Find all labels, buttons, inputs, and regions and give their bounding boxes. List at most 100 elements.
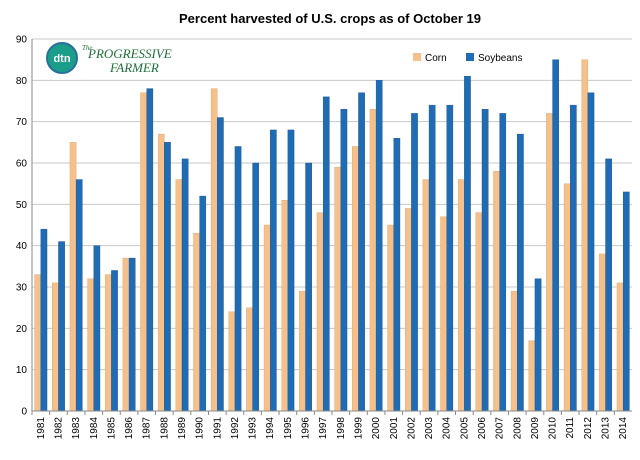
bar-soybeans-2000 [375, 80, 383, 412]
x-tick-label: 2011 [565, 417, 576, 439]
x-tick-label: 1988 [159, 417, 170, 440]
y-tick-label: 60 [16, 159, 28, 170]
x-tick-label: 1997 [318, 417, 329, 440]
legend-swatch-corn [413, 53, 421, 61]
chart-title: Percent harvested of U.S. crops as of Oc… [179, 11, 481, 26]
bar-corn-1981 [34, 274, 42, 412]
bar-soybeans-1995 [287, 129, 295, 412]
x-tick-label: 1981 [36, 417, 47, 440]
y-tick-label: 70 [16, 117, 28, 128]
bar-corn-1994 [263, 224, 271, 412]
x-tick-label: 2013 [601, 417, 612, 440]
bar-corn-1992 [228, 311, 236, 412]
x-tick-label: 1985 [106, 417, 117, 440]
bar-soybeans-1985 [111, 270, 118, 412]
bar-corn-1989 [175, 179, 183, 412]
x-tick-label: 1983 [71, 417, 82, 440]
bar-corn-2007 [493, 171, 500, 412]
x-axis-ticks: 1981 1982 1983 1984 1985 1986 1987 1988 1989 1990… [31, 411, 629, 440]
x-tick-label: 2001 [389, 417, 400, 440]
x-tick-label: 2008 [512, 417, 523, 440]
x-tick-label: 1990 [195, 417, 206, 440]
x-tick-label: 2014 [618, 417, 629, 440]
bar-soybeans-1982 [58, 241, 65, 412]
bar-soybeans-2003 [428, 104, 436, 412]
logo-dtn-circle [46, 42, 78, 74]
bar-soybeans-1990 [199, 195, 207, 412]
bar-corn-2011 [563, 183, 571, 412]
x-tick-label: 2002 [406, 417, 417, 440]
x-tick-label: 1991 [212, 417, 223, 440]
bar-corn-1991 [210, 88, 218, 412]
bar-corn-1993 [246, 307, 253, 412]
bar-corn-2014 [616, 282, 624, 412]
bar-soybeans-1991 [217, 117, 224, 412]
bar-corn-2003 [422, 179, 430, 412]
x-tick-label: 1982 [53, 417, 64, 440]
bar-corn-1986 [122, 257, 130, 412]
bar-corn-1999 [352, 146, 359, 412]
bar-corn-1987 [140, 92, 147, 412]
y-tick-label: 90 [16, 35, 28, 46]
logo-dtn-text: dtn [53, 53, 70, 65]
x-tick-label: 2012 [583, 417, 594, 440]
gridlines [32, 38, 632, 371]
bar-corn-2004 [440, 216, 447, 412]
logo-name-line1: PROGRESSIVE [87, 46, 172, 61]
x-tick-label: 1993 [248, 417, 259, 440]
bar-soybeans-2008 [517, 133, 524, 412]
bar-corn-1995 [281, 199, 289, 412]
bar-soybeans-1992 [234, 146, 242, 412]
x-tick-label: 1989 [177, 417, 188, 440]
bar-corn-1983 [69, 142, 77, 412]
bar-soybeans-2014 [622, 191, 630, 412]
bar-corn-1988 [157, 133, 165, 412]
x-tick-label: 1999 [353, 417, 364, 440]
x-tick-label: 2006 [477, 417, 488, 440]
x-tick-label: 1987 [142, 417, 153, 440]
axes [31, 39, 632, 412]
x-tick-label: 1984 [89, 417, 100, 440]
x-tick-label: 1994 [265, 417, 276, 440]
legend-label-soybeans: Soybeans [478, 53, 522, 64]
x-tick-label: 2010 [548, 417, 559, 440]
bar-soybeans-1989 [181, 158, 189, 412]
bar-corn-2002 [405, 208, 412, 412]
bar-corn-2010 [546, 113, 553, 412]
x-tick-label: 2004 [442, 417, 453, 440]
bar-corn-1996 [299, 290, 306, 412]
bar-soybeans-1981 [40, 228, 48, 412]
bar-corn-1984 [87, 278, 94, 412]
x-tick-label: 1986 [124, 417, 135, 440]
bar-corn-2006 [475, 212, 483, 412]
bar-corn-2000 [369, 109, 377, 412]
y-tick-label: 10 [16, 365, 28, 376]
bar-soybeans-2012 [587, 92, 595, 412]
y-tick-label: 80 [16, 76, 28, 87]
x-tick-label: 1996 [301, 417, 312, 440]
bar-soybeans-2013 [605, 158, 612, 412]
logo-name-line2: FARMER [109, 60, 159, 75]
y-tick-label: 50 [16, 200, 28, 211]
logo: dtn The PROGRESSIVE FARMER [44, 40, 172, 76]
legend-swatch-soybeans [466, 53, 474, 61]
logo-prefix: The [82, 44, 93, 52]
bar-soybeans-1993 [252, 162, 259, 412]
bar-soybeans-2004 [446, 104, 454, 412]
bar-soybeans-1984 [93, 245, 101, 412]
y-tick-label: 40 [16, 241, 28, 252]
bar-corn-2001 [387, 224, 394, 412]
bar-corn-2008 [510, 290, 518, 412]
x-tick-label: 2009 [530, 417, 541, 440]
bar-soybeans-1983 [75, 179, 83, 412]
bar-soybeans-1998 [340, 109, 348, 412]
bar-corn-1985 [105, 274, 112, 412]
bars [34, 59, 630, 412]
y-axis-ticks: 0 10 20 30 40 50 60 70 80 90 [16, 35, 28, 418]
legend: Corn Soybeans [413, 53, 522, 64]
bar-soybeans-2011 [570, 104, 577, 412]
bar-soybeans-2001 [393, 137, 401, 412]
legend-label-corn: Corn [425, 53, 447, 64]
bar-corn-1990 [193, 233, 200, 412]
bar-soybeans-1994 [270, 129, 277, 412]
